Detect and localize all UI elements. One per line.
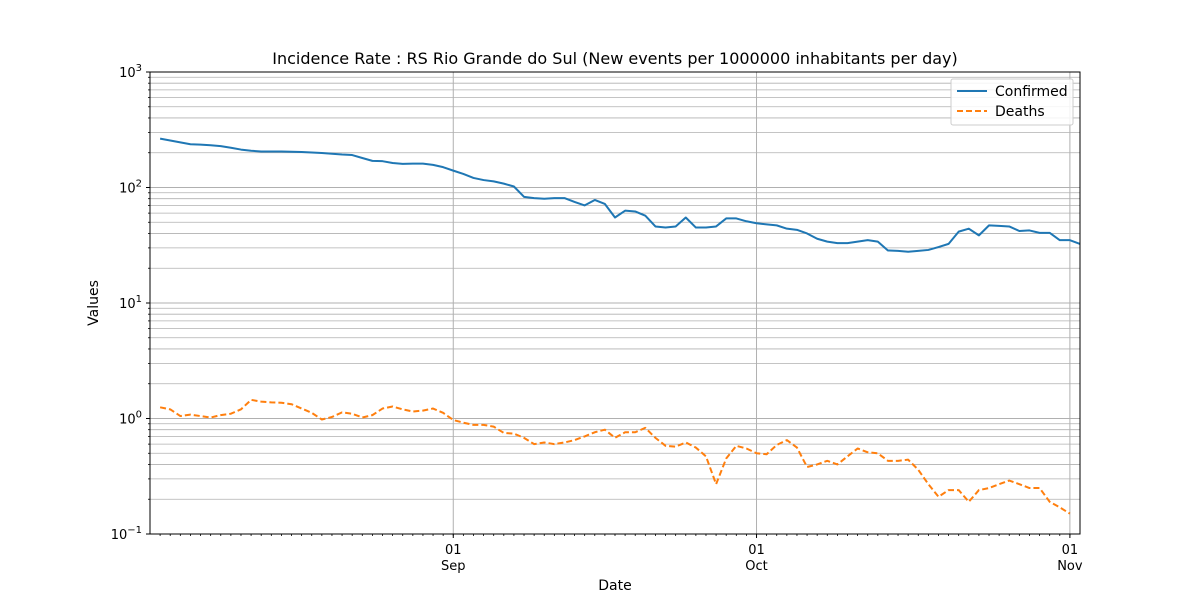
- y-axis: 10−1 100 101 102 103: [111, 63, 150, 543]
- plot-area: [159, 137, 1080, 515]
- y-tick-label: 100: [119, 410, 142, 428]
- legend-label-confirmed: Confirmed: [995, 84, 1068, 100]
- chart-title: Incidence Rate : RS Rio Grande do Sul (N…: [272, 49, 958, 68]
- y-tick-label: 10−1: [111, 525, 142, 543]
- x-axis-label: Date: [598, 578, 631, 594]
- series-line-confirmed: [159, 137, 1080, 253]
- grid: [150, 71, 1080, 535]
- x-tick-label-month: Sep: [441, 559, 466, 574]
- x-tick-label-day: 01: [748, 543, 765, 558]
- x-tick-label-month: Oct: [745, 559, 767, 574]
- y-axis-label: Values: [86, 280, 102, 326]
- legend-label-deaths: Deaths: [995, 104, 1045, 120]
- legend: Confirmed Deaths: [950, 78, 1074, 126]
- x-tick-label-day: 01: [1062, 543, 1079, 558]
- x-tick-label-month: Nov: [1057, 559, 1083, 574]
- x-tick-label-day: 01: [445, 543, 462, 558]
- y-tick-label: 102: [119, 179, 142, 197]
- y-tick-label: 103: [119, 63, 142, 81]
- y-tick-label: 101: [119, 294, 142, 312]
